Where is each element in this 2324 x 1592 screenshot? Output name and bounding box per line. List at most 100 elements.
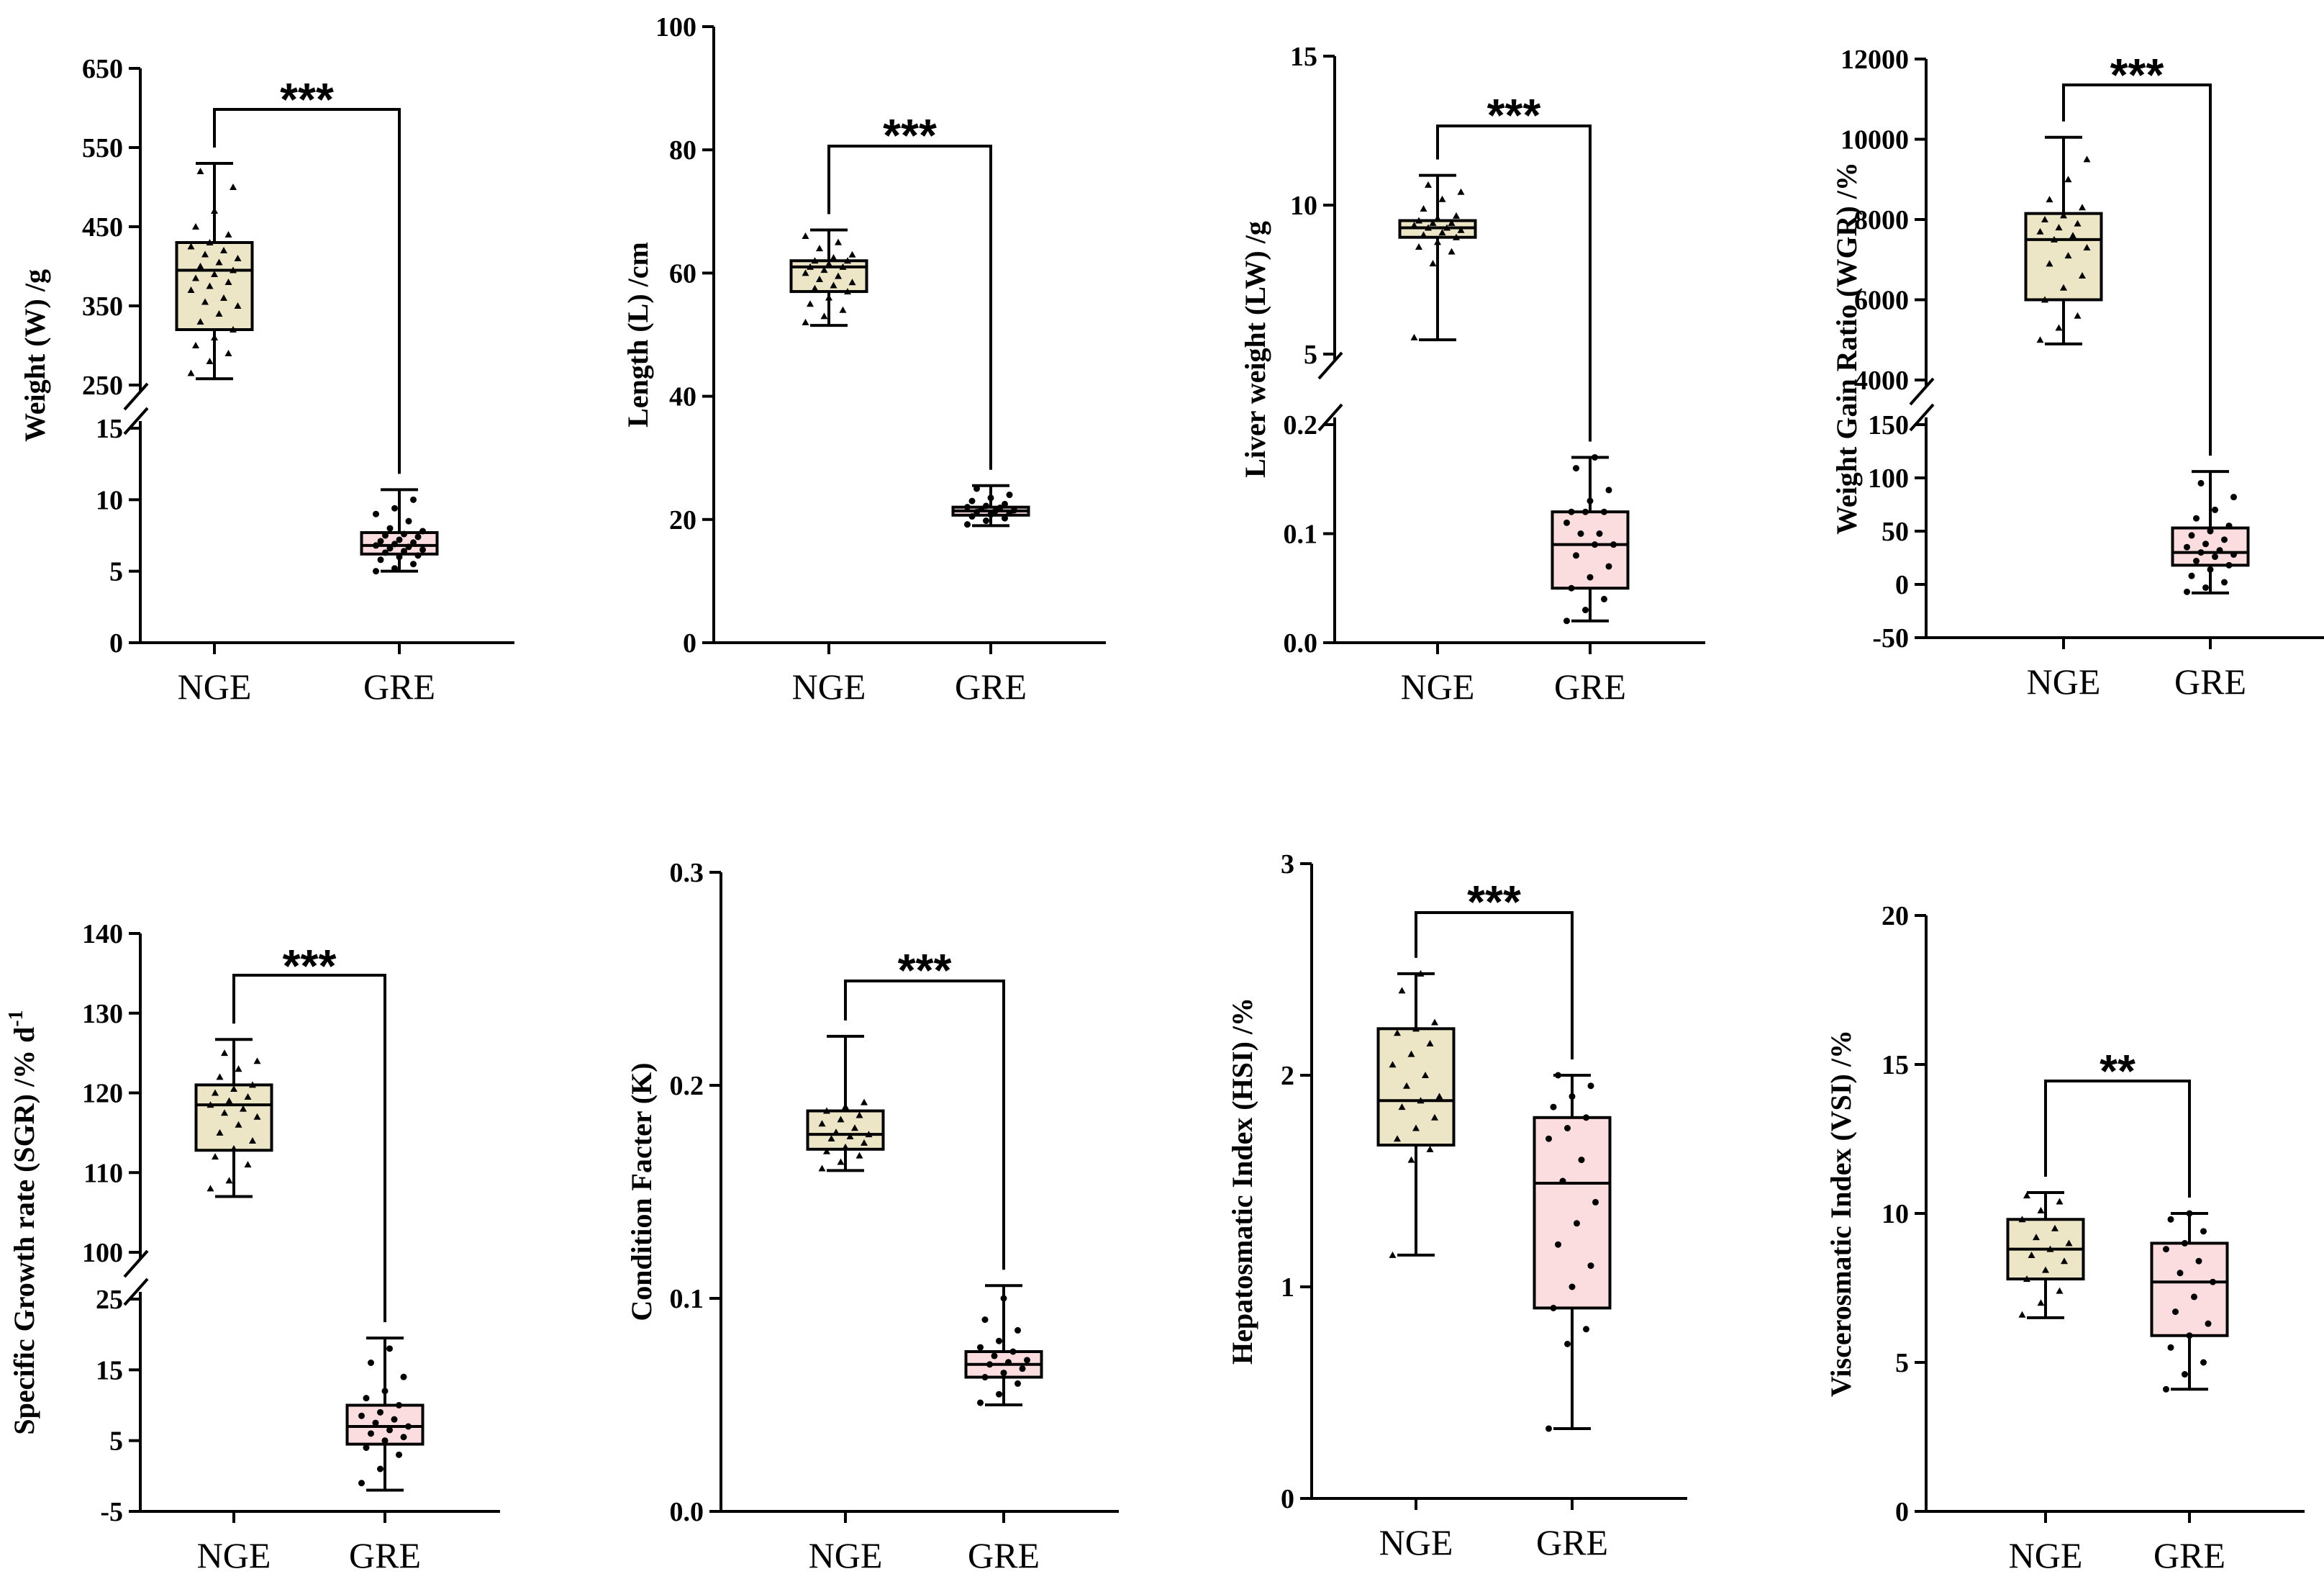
data-point xyxy=(818,1120,826,1127)
data-point xyxy=(373,568,379,575)
data-point xyxy=(405,1423,412,1430)
y-tick-label: 50 xyxy=(1882,517,1909,547)
data-point xyxy=(986,1361,993,1368)
data-point xyxy=(1389,1061,1397,1068)
data-point xyxy=(212,1153,219,1160)
data-point xyxy=(1592,1198,1599,1206)
y-tick-label: 5 xyxy=(1304,340,1317,370)
data-point xyxy=(1002,500,1008,507)
y-tick-label: 40 xyxy=(669,382,696,412)
data-point xyxy=(844,257,851,264)
y-tick-label: 10000 xyxy=(1840,125,1909,155)
data-point xyxy=(1425,224,1432,231)
box-nge xyxy=(806,1034,885,1172)
data-point xyxy=(839,263,847,270)
y-tick-label: 15 xyxy=(1882,1050,1909,1080)
data-point xyxy=(823,1107,830,1114)
y-tick-label: 10 xyxy=(96,485,123,515)
data-point xyxy=(1438,229,1446,236)
data-point xyxy=(842,1143,849,1150)
data-point xyxy=(414,552,422,559)
data-point xyxy=(2177,1270,2184,1277)
data-point xyxy=(391,541,398,548)
data-point xyxy=(377,1465,383,1473)
data-point xyxy=(230,1085,237,1092)
data-point xyxy=(2182,1239,2188,1247)
data-point xyxy=(1582,508,1589,515)
data-point xyxy=(1555,1072,1561,1079)
y-tick-label: 3 xyxy=(1281,849,1294,879)
data-point xyxy=(1024,1357,1030,1364)
y-tick-label: 10 xyxy=(1882,1199,1909,1229)
data-point xyxy=(381,1437,389,1444)
data-point xyxy=(2060,212,2067,219)
data-point xyxy=(216,1129,224,1136)
y-tick-label: 1 xyxy=(1281,1272,1294,1303)
y-tick-label: 100 xyxy=(82,1238,123,1268)
data-point xyxy=(992,507,999,515)
data-point xyxy=(1429,260,1437,267)
y-axis-label: Condition Facter (K) xyxy=(625,1062,658,1321)
data-point xyxy=(382,532,389,539)
data-point xyxy=(196,168,204,174)
data-point xyxy=(825,294,832,301)
data-point xyxy=(1431,1113,1438,1121)
data-point xyxy=(1564,1340,1571,1347)
data-point xyxy=(1019,1365,1026,1372)
data-point xyxy=(206,1101,214,1108)
x-tick-label: GRE xyxy=(2153,1535,2225,1575)
data-point xyxy=(224,279,232,285)
data-point xyxy=(1389,1251,1397,1258)
data-point xyxy=(802,318,809,325)
data-point xyxy=(1410,222,1418,229)
data-point xyxy=(2197,549,2205,556)
data-point xyxy=(1573,552,1579,559)
data-point xyxy=(2018,1311,2026,1318)
data-point xyxy=(1398,1103,1406,1111)
box-gre xyxy=(345,1337,425,1492)
data-point xyxy=(2207,528,2214,535)
chart-panel-5: 140 130 120 110 100 25 15 5 -5 NGE GRE Specific Gro… xyxy=(5,919,500,1575)
data-point xyxy=(358,1412,365,1419)
significance-bracket xyxy=(1415,911,1574,1059)
y-tick-label: 0 xyxy=(683,628,696,659)
box-nge xyxy=(194,1038,273,1198)
significance-stars: *** xyxy=(280,73,334,125)
data-point xyxy=(1434,238,1441,245)
data-point xyxy=(363,1444,370,1451)
data-point xyxy=(1457,226,1465,233)
y-axis-label-text: Weight Gain Ratio (WGR) /% xyxy=(1830,162,1863,535)
y-axis-label-text: Hepatosmatic Index (HSI) /% xyxy=(1226,998,1258,1365)
data-point xyxy=(2083,155,2091,163)
y-tick-label: 15 xyxy=(96,414,123,444)
data-point xyxy=(2205,1320,2212,1327)
data-point xyxy=(832,1129,840,1136)
y-axis-label-text: Weight (W) /g xyxy=(19,269,51,442)
data-point xyxy=(2186,1210,2193,1217)
data-point xyxy=(2046,196,2053,203)
data-point xyxy=(377,1408,383,1416)
data-point xyxy=(2225,523,2233,530)
data-point xyxy=(2055,224,2063,231)
data-point xyxy=(1568,508,1575,515)
data-point xyxy=(1605,563,1612,570)
y-tick-label: 150 xyxy=(1868,410,1909,440)
data-point xyxy=(391,1416,398,1423)
data-point xyxy=(2079,204,2086,211)
data-point xyxy=(391,565,398,572)
data-point xyxy=(1407,1156,1415,1163)
data-point xyxy=(964,504,971,511)
data-point xyxy=(401,548,407,555)
data-point xyxy=(2028,1251,2035,1258)
data-point xyxy=(2051,235,2058,243)
data-point xyxy=(2037,1299,2045,1306)
data-point xyxy=(855,1152,863,1159)
axis-break-mark xyxy=(123,382,149,411)
box-nge xyxy=(2006,1191,2085,1319)
chart-panel-6: 0.3 0.2 0.1 0.0 NGE GRE Condition Facter (K) **… xyxy=(625,858,1119,1575)
data-point xyxy=(818,1164,826,1172)
data-point xyxy=(1559,1177,1566,1185)
data-point xyxy=(230,326,237,333)
data-point xyxy=(1425,181,1432,188)
data-point xyxy=(823,1147,830,1154)
